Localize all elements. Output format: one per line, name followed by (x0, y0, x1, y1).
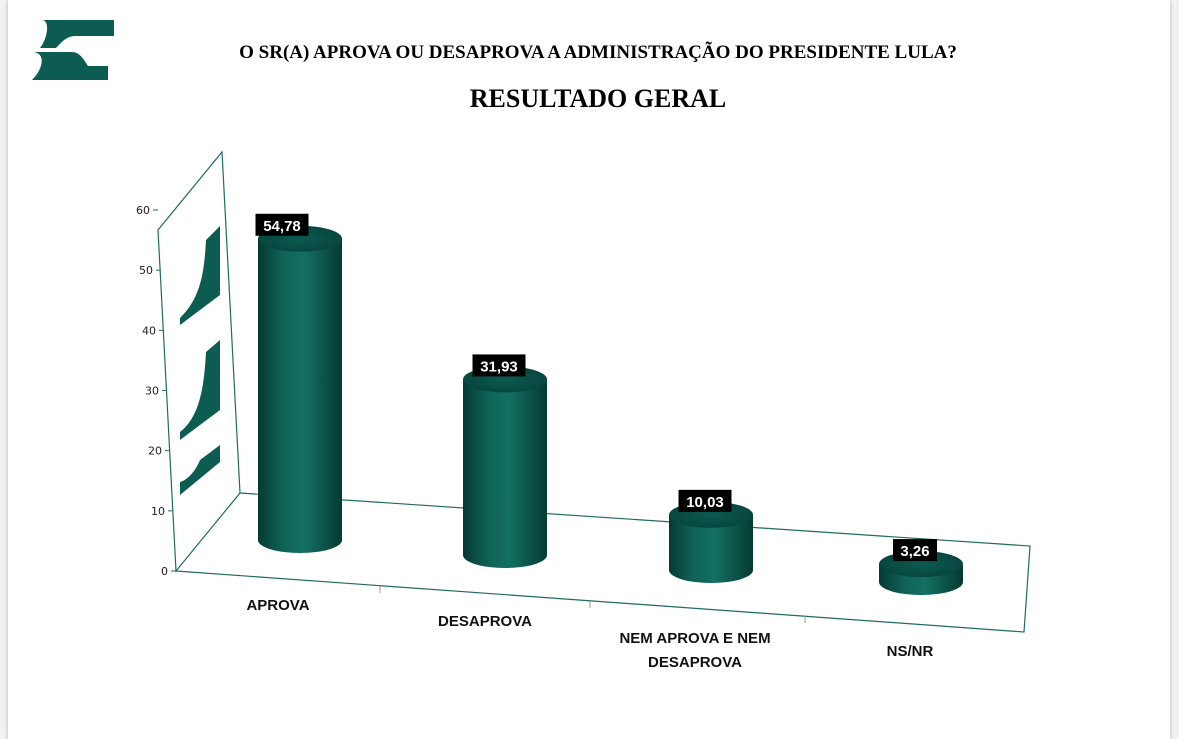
y-tick-label: 40 (142, 324, 156, 337)
report-page: O SR(A) APROVA OU DESAPROVA A ADMINISTRA… (8, 0, 1170, 739)
y-tick-label: 50 (139, 264, 153, 277)
back-wall (157, 150, 241, 573)
category-label: DESAPROVA (438, 613, 532, 630)
category-label: NEM APROVA E NEM DESAPROVA (619, 630, 770, 671)
data-label: 10,03 (686, 494, 724, 511)
bar-body (669, 514, 753, 583)
bar-3: 3,26 (879, 539, 963, 595)
y-tick-label: 60 (136, 204, 150, 217)
y-tick-label: 20 (148, 445, 162, 458)
category-labels: APROVA DESAPROVA NEM APROVA E NEM DESAPROVA… (246, 597, 933, 671)
category-label: APROVA (246, 597, 309, 614)
data-label-bg (472, 354, 526, 377)
data-label: 31,93 (480, 358, 518, 375)
company-logo-icon (29, 20, 114, 80)
data-label-bg (893, 539, 937, 562)
chart-question: O SR(A) APROVA OU DESAPROVA A ADMINISTRA… (239, 42, 957, 63)
bar-body (463, 379, 547, 568)
y-tick-label: 0 (161, 565, 168, 578)
bar-body (258, 238, 342, 553)
data-label: 3,26 (900, 543, 929, 560)
chart-frame (157, 150, 1031, 633)
bar-1: 31,93 (463, 354, 547, 568)
bar-2: 10,03 (669, 489, 753, 583)
wall-logo-icon (180, 226, 220, 325)
wall-logo-icon (180, 340, 220, 440)
data-label-bg (678, 489, 732, 512)
y-axis: 0 10 20 30 40 50 60 (136, 204, 176, 578)
floor (175, 492, 1031, 633)
y-tick-label: 30 (145, 385, 159, 398)
y-tick-label: 10 (151, 505, 165, 518)
data-label: 54,78 (263, 218, 301, 235)
chart-title: RESULTADO GERAL (469, 84, 727, 113)
data-label-bg (255, 213, 309, 236)
bars: 54,78 31,93 10,03 3,26 (255, 213, 963, 595)
wall-logo-icon (180, 445, 220, 495)
category-label: NS/NR (887, 643, 934, 660)
bar-0: 54,78 (255, 213, 342, 553)
